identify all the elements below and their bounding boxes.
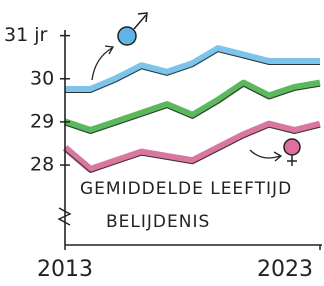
- y-tick-label: 29: [30, 110, 54, 132]
- series-line: [65, 83, 320, 130]
- x-tick-label: 2013: [37, 257, 93, 282]
- chart: GEMIDDELDE LEEFTIJD BELIJDENIS 28 29 30 31 …: [0, 0, 324, 286]
- annotation: BELIJDENIS: [106, 212, 210, 232]
- y-tick-label: 28: [30, 154, 54, 176]
- axis-break: [59, 208, 70, 225]
- annotation: GEMIDDELDE LEEFTIJD: [80, 179, 292, 199]
- y-tick-label: 31 jr: [4, 24, 47, 46]
- y-tick-label: 30: [30, 67, 54, 89]
- female-symbol: [250, 139, 300, 166]
- x-tick-label: 2023: [257, 257, 313, 282]
- series-line: [65, 124, 320, 169]
